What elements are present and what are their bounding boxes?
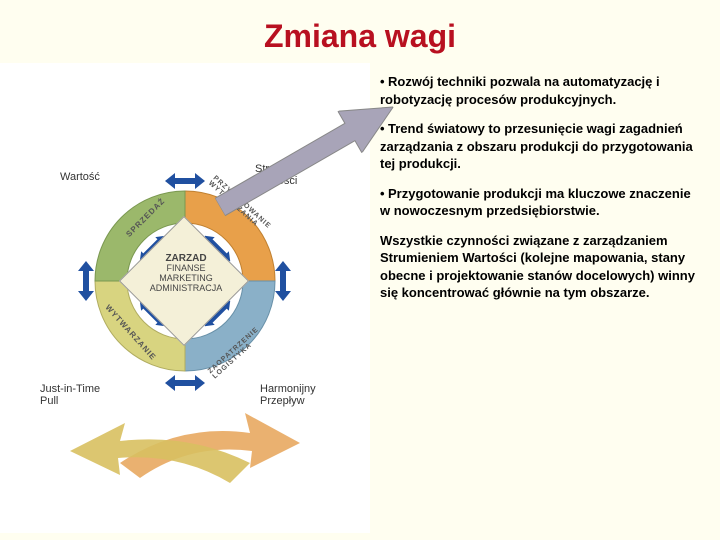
bullet-1-text: Rozwój techniki pozwala na automatyzację… (380, 74, 660, 107)
bullet-3: •Przygotowanie produkcji ma kluczowe zna… (380, 185, 700, 220)
cycle-diagram: ZARZAD FINANSE MARKETING ADMINISTRACJA W… (0, 63, 370, 533)
bullet-1: •Rozwój techniki pozwala na automatyzacj… (380, 73, 700, 108)
bullet-2-text: Trend światowy to przesunięcie wagi zaga… (380, 121, 693, 171)
label-bottom-left: Just-in-Time Pull (40, 383, 120, 407)
center-text: ZARZAD FINANSE MARKETING ADMINISTRACJA (146, 253, 226, 294)
text-column: •Rozwój techniki pozwala na automatyzacj… (370, 63, 720, 533)
bullet-3-text: Przygotowanie produkcji ma kluczowe znac… (380, 186, 691, 219)
bullet-2: •Trend światowy to przesunięcie wagi zag… (380, 120, 700, 173)
closing-paragraph: Wszystkie czynności związane z zarządzan… (380, 232, 700, 302)
center-sub1: FINANSE (166, 263, 205, 273)
label-top-left: Wartość (60, 171, 100, 183)
label-bottom-right: Harmonijny Przepływ (260, 383, 340, 407)
content-row: ZARZAD FINANSE MARKETING ADMINISTRACJA W… (0, 63, 720, 533)
page-title: Zmiana wagi (0, 0, 720, 63)
center-sub2: MARKETING (159, 273, 213, 283)
center-sub3: ADMINISTRACJA (150, 283, 223, 293)
